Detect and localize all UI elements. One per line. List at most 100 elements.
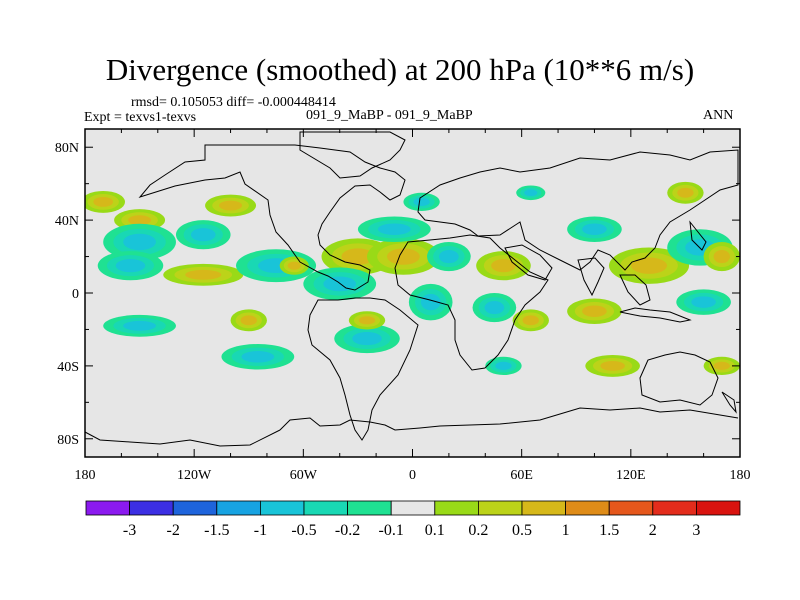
contour-level <box>358 316 376 325</box>
colorbar-box <box>216 500 261 516</box>
colorbar-label: 3 <box>692 522 700 539</box>
coast-australia <box>639 351 719 406</box>
colorbar-box <box>521 500 566 516</box>
contour-level <box>123 233 156 251</box>
contour-level <box>352 331 382 346</box>
contour-level <box>582 305 607 317</box>
x-tick-label: 60W <box>290 468 318 483</box>
field-feature-negative <box>357 216 431 242</box>
contour-level <box>377 223 411 235</box>
field-feature-negative <box>485 356 522 375</box>
x-tick-label: 180 <box>730 468 751 483</box>
contour-level <box>491 259 516 273</box>
contour-level <box>484 301 505 315</box>
contour-level <box>185 269 222 280</box>
colorbar-box <box>172 500 218 516</box>
contour-level <box>524 189 538 197</box>
coast-southeast-asia <box>619 274 651 306</box>
field-feature-negative <box>97 251 164 281</box>
contour-level <box>582 223 607 235</box>
field-feature-positive <box>667 181 704 204</box>
x-tick-label: 60E <box>510 468 533 483</box>
colorbar-box <box>129 500 174 516</box>
field-feature-negative <box>334 323 400 354</box>
colorbar-box <box>608 500 654 516</box>
y-axis: 80N 40N 0 40S 80S <box>55 141 740 448</box>
contour-level <box>677 187 694 198</box>
contour-level <box>691 296 716 308</box>
field-feature-positive <box>85 190 126 213</box>
field-feature-positive <box>703 241 740 272</box>
x-axis: 180 120W 60W 0 60E 120E 180 <box>75 129 751 483</box>
field-feature-positive <box>205 194 257 217</box>
coast-greenland <box>299 131 406 179</box>
field-feature-negative <box>403 192 440 211</box>
contour-level <box>631 257 668 274</box>
colorbar-label: 0.1 <box>425 522 445 539</box>
contour-level <box>495 361 512 370</box>
field-feature-negative <box>676 289 731 315</box>
contour-level <box>287 261 301 270</box>
field-feature-negative <box>472 293 517 323</box>
field-feature-negative <box>221 344 295 370</box>
y-tick-label: 40N <box>55 214 79 229</box>
contour-level <box>713 249 730 264</box>
colorbar-label: -0.5 <box>291 522 316 539</box>
contour-level <box>190 228 216 242</box>
colorbar-box <box>347 500 392 516</box>
colorbar-label: -1 <box>254 522 267 539</box>
y-tick-label: 0 <box>72 287 79 302</box>
colorbar-box <box>303 500 348 516</box>
field-feature-negative <box>103 223 176 261</box>
field-feature-positive <box>348 311 386 330</box>
contour-level <box>341 248 375 265</box>
x-tick-label: 120E <box>616 468 646 483</box>
contour-level <box>93 196 114 207</box>
coast-maritime-islands <box>619 307 692 323</box>
field-feature-negative <box>175 220 231 250</box>
colorbar-label: 0.5 <box>512 522 532 539</box>
colorbar-box <box>696 500 741 516</box>
coast-south-america <box>307 297 419 441</box>
colorbar-label: 2 <box>649 522 657 539</box>
contour-level <box>713 361 730 370</box>
x-tick-label: 120W <box>177 468 212 483</box>
x-tick-label: 0 <box>409 468 416 483</box>
contour-level <box>219 200 243 211</box>
colorbar-box <box>434 500 479 516</box>
contour-level <box>128 215 152 226</box>
colorbar-label: -0.2 <box>335 522 360 539</box>
contour-level <box>123 320 156 331</box>
x-tick-label: 180 <box>75 468 96 483</box>
chart-title: Divergence (smoothed) at 200 hPa (10**6 … <box>105 52 695 87</box>
field-feature-negative <box>408 283 453 321</box>
field-feature-negative <box>427 241 471 272</box>
field-feature-positive <box>585 354 640 377</box>
case-label: 091_9_MaBP - 091_9_MaBP <box>306 108 473 123</box>
contour-level <box>522 315 539 326</box>
rmsd-diff-stats: rmsd= 0.105053 diff= -0.000448414 <box>131 95 336 110</box>
field-feature-positive <box>230 309 267 332</box>
coast-north-america <box>138 144 406 291</box>
colorbar-box <box>259 500 305 516</box>
colorbar-label: -1.5 <box>204 522 229 539</box>
season-label: ANN <box>703 108 734 123</box>
colorbar-box <box>85 500 130 516</box>
colorbar-label: -3 <box>123 522 136 539</box>
colorbar-box <box>390 500 436 516</box>
coast-india <box>577 257 605 297</box>
colorbar-box <box>652 500 697 516</box>
contour-level <box>439 249 459 264</box>
coast-japan <box>689 220 707 251</box>
contour-level <box>387 248 420 265</box>
coast-new-zealand <box>721 391 737 414</box>
colorbar-label: 1.5 <box>599 522 619 539</box>
field-feature-negative <box>567 216 622 242</box>
coast-antarctica <box>85 407 739 447</box>
coast-arabia <box>504 244 553 281</box>
colorbar-box <box>477 500 523 516</box>
colorbar-label: 0.2 <box>468 522 488 539</box>
divergence-fields <box>85 181 740 377</box>
field-feature-negative <box>103 314 176 337</box>
